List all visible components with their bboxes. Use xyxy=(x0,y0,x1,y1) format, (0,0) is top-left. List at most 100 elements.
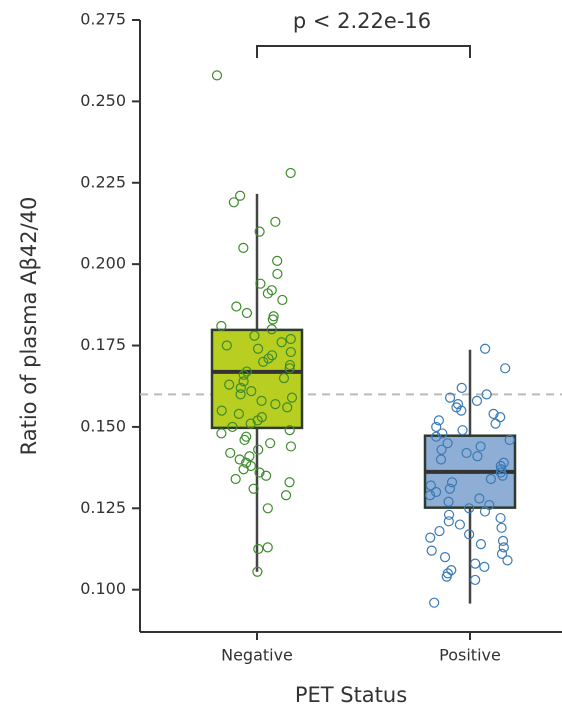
point xyxy=(431,421,442,433)
point xyxy=(500,363,511,374)
point xyxy=(258,356,269,367)
point xyxy=(479,561,490,572)
point xyxy=(280,490,292,501)
point xyxy=(245,418,256,429)
point xyxy=(252,566,263,577)
point xyxy=(241,307,253,319)
point xyxy=(230,473,241,485)
point xyxy=(470,574,481,586)
point xyxy=(472,451,483,462)
y-tick-label: 0.150 xyxy=(80,416,126,435)
point xyxy=(434,525,445,537)
x-tick-label: Negative xyxy=(221,646,293,665)
point xyxy=(238,242,249,253)
point xyxy=(249,330,260,341)
point xyxy=(479,506,491,517)
point xyxy=(497,470,508,481)
point xyxy=(444,392,456,403)
point xyxy=(234,454,245,465)
point xyxy=(261,470,272,481)
point xyxy=(461,447,472,459)
point xyxy=(485,473,496,485)
point xyxy=(253,543,264,555)
point xyxy=(285,333,296,345)
point xyxy=(276,337,287,348)
point xyxy=(429,597,440,608)
point xyxy=(224,379,235,390)
point xyxy=(262,542,273,553)
point xyxy=(496,548,508,559)
point xyxy=(216,320,227,332)
point xyxy=(441,571,452,582)
point xyxy=(285,346,296,358)
point xyxy=(456,405,467,416)
y-tick-label: 0.175 xyxy=(80,335,126,354)
y-tick-label: 0.125 xyxy=(80,498,126,517)
point xyxy=(435,454,447,465)
point xyxy=(248,483,259,494)
point xyxy=(270,216,281,227)
point xyxy=(284,425,295,436)
point xyxy=(252,415,263,426)
point xyxy=(254,467,265,478)
point xyxy=(430,486,442,498)
point xyxy=(443,496,454,507)
point xyxy=(504,434,515,446)
y-tick-label: 0.225 xyxy=(80,172,126,191)
point xyxy=(253,444,264,455)
point xyxy=(433,415,444,426)
point xyxy=(496,522,507,533)
point xyxy=(238,369,249,380)
point xyxy=(284,477,295,488)
point xyxy=(437,428,448,439)
point xyxy=(498,542,509,553)
point xyxy=(498,457,509,468)
point xyxy=(454,519,466,530)
point xyxy=(475,441,486,452)
point xyxy=(480,343,491,354)
point xyxy=(262,503,273,514)
point xyxy=(284,363,295,374)
point xyxy=(457,425,468,436)
point xyxy=(502,555,513,566)
point xyxy=(495,512,506,524)
point xyxy=(235,382,246,393)
point xyxy=(444,483,455,494)
point xyxy=(456,382,467,393)
point xyxy=(475,539,487,550)
point xyxy=(270,399,281,410)
point xyxy=(227,421,238,433)
point xyxy=(266,324,277,335)
point xyxy=(235,190,246,201)
point xyxy=(244,451,255,462)
point xyxy=(263,353,274,364)
point xyxy=(286,392,298,403)
point xyxy=(255,278,266,289)
point xyxy=(285,167,296,179)
point xyxy=(425,480,436,491)
point xyxy=(426,545,437,556)
point xyxy=(282,402,293,413)
point xyxy=(246,386,257,397)
point xyxy=(272,268,283,280)
point xyxy=(488,408,499,419)
annotation: p < 2.22e-16 xyxy=(293,9,431,33)
point xyxy=(481,389,492,400)
point xyxy=(471,395,483,406)
x-tick-label: Positive xyxy=(439,646,501,665)
point xyxy=(446,477,458,488)
point xyxy=(241,366,252,377)
point xyxy=(496,464,507,475)
point xyxy=(254,226,265,237)
point xyxy=(436,444,447,455)
point xyxy=(266,350,278,361)
point xyxy=(265,438,276,449)
bracket xyxy=(256,45,471,58)
point xyxy=(425,490,436,501)
point xyxy=(285,441,297,452)
point xyxy=(272,255,283,266)
point xyxy=(256,395,267,406)
point xyxy=(216,405,227,416)
